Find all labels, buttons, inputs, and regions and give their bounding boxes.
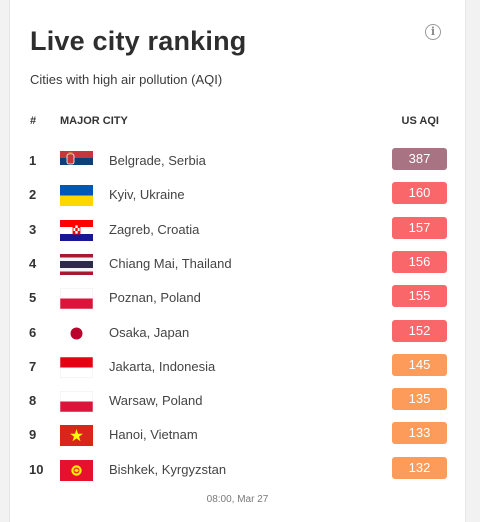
- aqi-badge: 152: [392, 319, 447, 342]
- row-city-name[interactable]: Jakarta, Indonesia: [109, 358, 216, 374]
- card-subtitle: Cities with high air pollution (AQI): [30, 72, 223, 87]
- aqi-badge: 135: [392, 388, 447, 411]
- kyrgyzstan-flag-icon: [60, 459, 93, 481]
- ukraine-flag-icon: [60, 185, 93, 207]
- row-rank: 10: [29, 461, 44, 477]
- row-city-name[interactable]: Belgrade, Serbia: [109, 153, 206, 168]
- row-city-name[interactable]: Zagreb, Croatia: [109, 221, 200, 237]
- update-timestamp: 08:00, Mar 27: [206, 494, 269, 505]
- row-rank: 6: [29, 324, 37, 340]
- ranking-row[interactable]: 2 Kyiv, Ukraine 160: [10, 179, 465, 209]
- row-city-name[interactable]: Poznan, Poland: [109, 290, 201, 306]
- row-rank: 4: [29, 255, 37, 271]
- row-city-name[interactable]: Warsaw, Poland: [109, 393, 203, 409]
- ranking-row[interactable]: 8 Warsaw, Poland 135: [10, 385, 465, 415]
- ranking-row[interactable]: 10 Bishkek, Kyrgyzstan 132: [10, 454, 465, 484]
- ranking-row[interactable]: 6 Osaka, Japan 152: [10, 317, 465, 347]
- row-rank: 2: [29, 187, 37, 203]
- row-rank: 9: [29, 427, 37, 443]
- aqi-badge: 132: [392, 456, 447, 479]
- japan-flag-icon: [60, 322, 93, 344]
- ranking-row[interactable]: 4 Chiang Mai, Thailand 156: [10, 248, 465, 278]
- card-title: Live city ranking: [30, 26, 247, 56]
- serbia-flag-icon: [60, 151, 93, 172]
- ranking-row[interactable]: 7 Jakarta, Indonesia 145: [10, 351, 465, 381]
- poland-flag-icon: [60, 391, 93, 413]
- row-rank: 5: [29, 290, 37, 306]
- city-ranking-card: Live city ranking i Cities with high air…: [9, 0, 466, 522]
- column-header-aqi[interactable]: US AQI: [401, 115, 440, 127]
- aqi-badge: 155: [392, 285, 447, 308]
- thailand-flag-icon: [60, 253, 93, 275]
- row-city-name[interactable]: Hanoi, Vietnam: [109, 427, 198, 443]
- column-header-city[interactable]: MAJOR CITY: [60, 115, 128, 127]
- ranking-row[interactable]: 9 Hanoi, Vietnam 133: [10, 419, 465, 449]
- ranking-row[interactable]: 5 Poznan, Poland 155: [10, 282, 465, 312]
- aqi-badge: 160: [392, 182, 447, 205]
- indonesia-flag-icon: [60, 356, 93, 378]
- vietnam-flag-icon: [60, 425, 93, 447]
- row-rank: 7: [29, 358, 37, 374]
- row-city-name[interactable]: Bishkek, Kyrgyzstan: [109, 461, 227, 477]
- aqi-badge: 387: [392, 148, 447, 170]
- row-city-name[interactable]: Kyiv, Ukraine: [109, 187, 185, 203]
- row-city-name[interactable]: Chiang Mai, Thailand: [109, 255, 232, 271]
- poland-flag-icon: [60, 288, 93, 310]
- row-rank: 8: [29, 393, 37, 409]
- aqi-badge: 156: [392, 250, 447, 273]
- croatia-flag-icon: [60, 219, 93, 241]
- ranking-row[interactable]: 3 Zagreb, Croatia 157: [10, 214, 465, 244]
- info-icon[interactable]: i: [425, 24, 441, 40]
- row-rank: 3: [29, 221, 37, 237]
- ranking-row[interactable]: 1 Belgrade, Serbia 387: [10, 145, 465, 175]
- column-header-rank: #: [30, 115, 37, 127]
- row-rank: 1: [29, 153, 37, 168]
- aqi-badge: 157: [392, 216, 447, 239]
- row-city-name[interactable]: Osaka, Japan: [109, 324, 190, 340]
- aqi-badge: 133: [392, 422, 447, 445]
- aqi-badge: 145: [392, 353, 447, 376]
